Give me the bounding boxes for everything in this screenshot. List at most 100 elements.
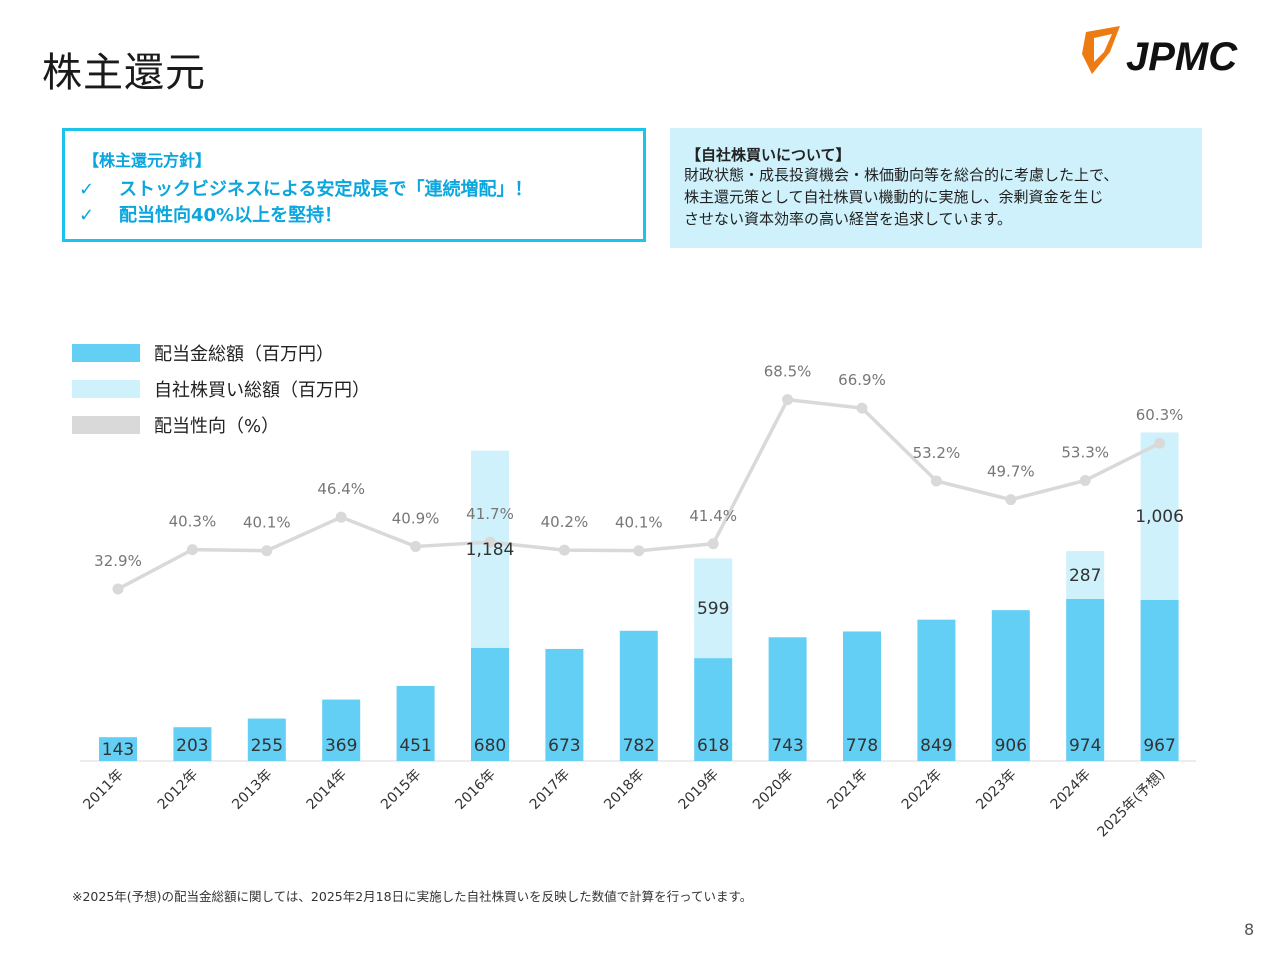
dividend-bar (247, 718, 286, 761)
page-number: 8 (1244, 920, 1255, 939)
buyback-box: 【自社株買いについて】 財政状態・成長投資機会・株価動向等を総合的に考慮した上で… (670, 128, 1202, 248)
buyback-line: させない資本効率の高い経営を追求しています。 (684, 210, 1013, 228)
x-tick-label: 2013年 (229, 767, 275, 813)
x-tick-label: 2023年 (973, 767, 1019, 813)
dividend-bar (322, 699, 361, 761)
x-tick-label: 2016年 (452, 767, 498, 813)
buyback-line: 財政状態・成長投資機会・株価動向等を総合的に考慮した上で、 (684, 166, 1119, 184)
payout-point (558, 544, 570, 556)
buyback-bar (471, 450, 509, 648)
payout-point (930, 475, 942, 487)
payout-ratio-label: 40.3% (169, 513, 217, 531)
payout-ratio-label: 66.9% (838, 371, 886, 389)
dividend-bar (768, 637, 807, 761)
x-tick-label: 2017年 (527, 767, 573, 813)
payout-point (410, 540, 422, 552)
dividend-value-label: 743 (771, 736, 803, 756)
dividend-value-label: 143 (102, 740, 134, 760)
policy-item: ✓ ストックビジネスによる安定成長で「連続増配」！ (79, 175, 532, 201)
x-tick-label: 2025年(予想) (1094, 767, 1168, 841)
dividend-bar (694, 658, 733, 761)
logo-text: JPMC (1126, 35, 1238, 79)
legend-item-buyback: 自社株買い総額（百万円） (72, 376, 472, 401)
legend-label-buyback: 自社株買い総額（百万円） (154, 380, 370, 401)
payout-point (112, 583, 124, 595)
payout-point (186, 544, 198, 556)
payout-ratio-label: 53.3% (1061, 443, 1109, 461)
dividend-bar (1140, 599, 1179, 761)
x-tick-label: 2022年 (899, 767, 945, 813)
payout-ratio-label: 40.1% (243, 514, 291, 532)
dividend-value-label: 255 (251, 736, 283, 756)
check-icon: ✓ (79, 205, 95, 226)
x-tick-label: 2011年 (80, 767, 126, 813)
x-tick-label: 2018年 (601, 767, 647, 813)
dividend-value-label: 203 (176, 736, 208, 756)
buyback-bar (694, 558, 733, 659)
payout-point (856, 402, 868, 414)
dividend-bar (545, 648, 584, 761)
payout-ratio-label: 40.2% (541, 513, 589, 531)
buyback-value-label: 599 (697, 599, 729, 619)
legend-item-dividend: 配当金総額（百万円） (72, 340, 472, 365)
dividend-value-label: 778 (846, 736, 878, 756)
dividend-value-label: 782 (623, 736, 655, 756)
jpmc-logo: JPMC (1082, 26, 1238, 79)
policy-box: 【株主還元方針】 ✓ ストックビジネスによる安定成長で「連続増配」！ ✓ 配当性向4… (62, 128, 646, 242)
dividend-value-label: 680 (474, 736, 506, 756)
x-tick-label: 2024年 (1048, 767, 1094, 813)
buyback-value-label: 1,006 (1135, 507, 1184, 527)
payout-ratio-label: 68.5% (764, 363, 812, 381)
dividend-bar (173, 727, 212, 761)
payout-point (782, 394, 794, 406)
dividend-value-label: 849 (920, 736, 952, 756)
page-title: 株主還元 (42, 50, 206, 96)
dividend-bar (991, 610, 1030, 761)
policy-item-text: 配当性向40%以上を堅持！ (119, 205, 343, 226)
check-icon: ✓ (79, 179, 95, 200)
legend-label-dividend: 配当金総額（百万円） (154, 344, 334, 365)
legend-swatch-payout (72, 416, 140, 434)
dividend-value-label: 974 (1069, 736, 1101, 756)
legend-item-payout: 配当性向（%） (72, 412, 472, 437)
payout-point (1079, 474, 1091, 486)
payout-point (633, 545, 645, 557)
policy-item-text: ストックビジネスによる安定成長で「連続増配」！ (119, 179, 533, 200)
dividend-bar (917, 619, 956, 761)
payout-point (261, 545, 273, 557)
dividend-bar (619, 630, 658, 761)
payout-ratio-label: 40.9% (392, 509, 440, 527)
payout-point (1154, 437, 1166, 449)
dividend-bar (1066, 598, 1105, 761)
dividend-bar (99, 737, 137, 761)
dividend-value-label: 618 (697, 736, 729, 756)
legend-swatch-dividend (72, 344, 140, 362)
x-tick-label: 2014年 (304, 767, 350, 813)
dividend-bar (471, 647, 509, 761)
buyback-value-label: 287 (1069, 566, 1101, 586)
dividend-bar (843, 631, 881, 761)
x-tick-label: 2020年 (750, 767, 796, 813)
dividend-value-label: 967 (1143, 736, 1175, 756)
dividend-value-label: 451 (399, 736, 431, 756)
payout-ratio-label: 46.4% (317, 480, 365, 498)
shareholder-return-chart: 2011年 2012年 2013年 2014年 2015年 2016年 2017年 2018年… (80, 363, 1196, 841)
payout-ratio-label: 60.3% (1136, 406, 1184, 424)
dividend-value-label: 906 (995, 736, 1027, 756)
policy-heading: 【株主還元方針】 (83, 151, 212, 170)
footnote: ※2025年(予想)の配当金総額に関しては、2025年2月18日に実施した自社株… (72, 889, 753, 904)
dividend-value-label: 673 (548, 736, 580, 756)
buyback-bar (1066, 551, 1105, 599)
x-tick-label: 2019年 (676, 767, 722, 813)
x-tick-label: 2012年 (155, 767, 201, 813)
buyback-line: 株主還元策として自社株買い機動的に実施し、余剰資金を生じ (684, 188, 1104, 206)
legend-label-payout: 配当性向（%） (154, 416, 280, 437)
x-tick-label: 2015年 (378, 767, 424, 813)
payout-ratio-label: 41.7% (466, 505, 514, 523)
payout-ratio-label: 40.1% (615, 514, 663, 532)
legend-swatch-buyback (72, 380, 140, 398)
buyback-value-label: 1,184 (466, 540, 515, 560)
payout-point (707, 538, 719, 550)
payout-point (1005, 494, 1017, 506)
payout-ratio-label: 49.7% (987, 463, 1035, 481)
